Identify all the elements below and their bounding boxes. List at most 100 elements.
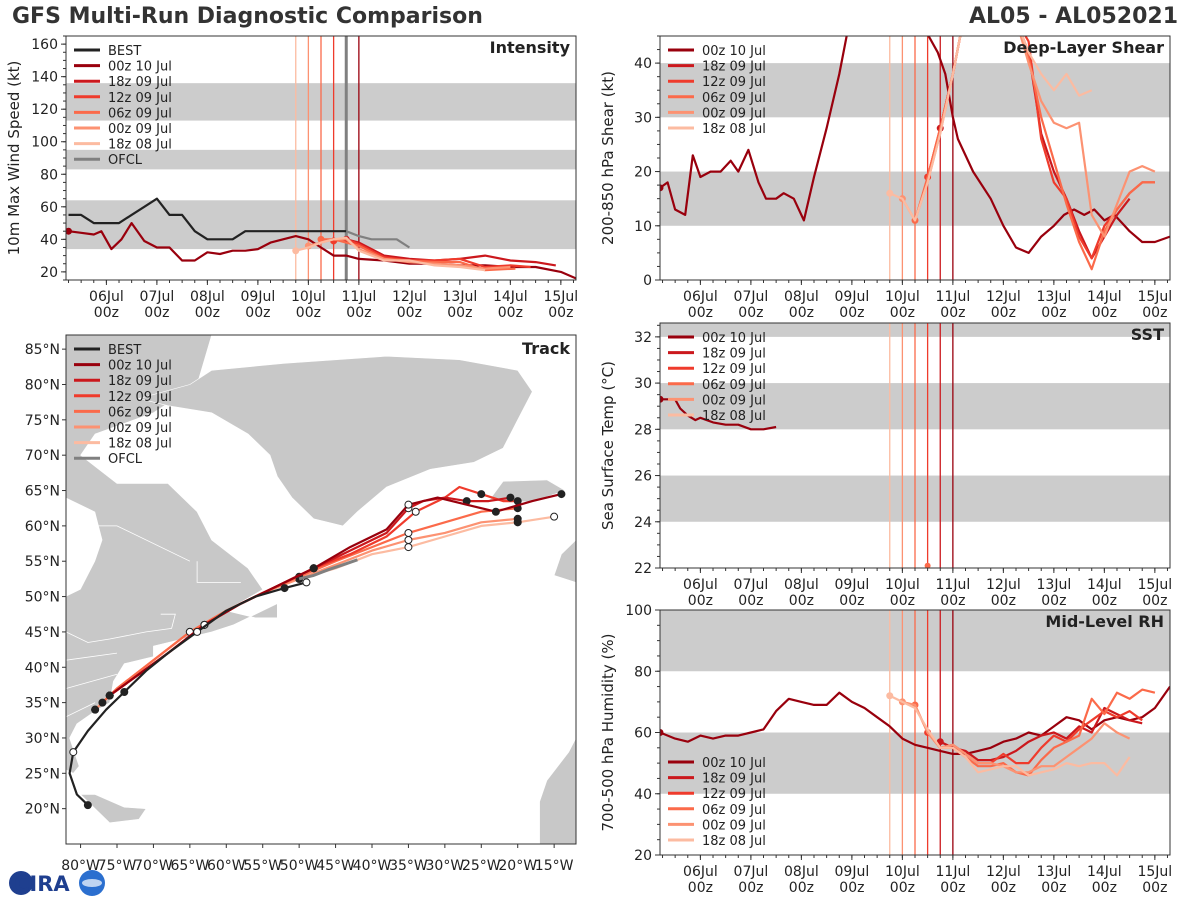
intensity-legend-label: BEST bbox=[108, 44, 141, 59]
sst-marker bbox=[924, 562, 931, 569]
sst-ytick-label: 32 bbox=[634, 330, 652, 346]
track-lat-label: 25°N bbox=[25, 766, 60, 782]
rh-xtick-label: 12Jul bbox=[986, 864, 1021, 880]
intensity-series-line bbox=[68, 197, 347, 241]
cira-logo-graphic: CIRA bbox=[9, 870, 105, 896]
track-position-marker bbox=[309, 564, 318, 573]
shear-xtick-label: 00z bbox=[688, 305, 713, 321]
sst-xtick-label: 06Jul bbox=[683, 577, 718, 593]
sst-legend-label: 12z 09 Jul bbox=[702, 362, 766, 377]
intensity-xtick-label: 06Jul bbox=[89, 289, 124, 305]
rh-ytick-label: 60 bbox=[634, 726, 652, 742]
shear-xtick-label: 00z bbox=[991, 305, 1016, 321]
shear-series-marker bbox=[660, 184, 664, 192]
track-position-marker bbox=[404, 536, 413, 545]
shear-xtick-label: 11Jul bbox=[936, 289, 971, 305]
intensity-series-group bbox=[66, 197, 576, 280]
track-lat-label: 45°N bbox=[25, 625, 60, 641]
storm-id: AL05 - AL052021 bbox=[969, 4, 1178, 29]
track-lon-label: 80°W bbox=[61, 858, 100, 874]
shear-xtick-label: 06Jul bbox=[683, 289, 718, 305]
sst-xtick-label: 00z bbox=[1092, 593, 1117, 609]
us-canada-border bbox=[66, 613, 176, 643]
rh-ytick-label: 40 bbox=[634, 787, 652, 803]
rh-legend-label: 06z 09 Jul bbox=[702, 803, 766, 818]
rh-ytick-label: 100 bbox=[625, 603, 652, 619]
sst-ytick-label: 30 bbox=[634, 376, 652, 392]
sst-legend-label: 18z 09 Jul bbox=[702, 347, 766, 362]
track-title: Track bbox=[522, 339, 570, 358]
state-border bbox=[66, 673, 118, 689]
rh-series-marker bbox=[660, 729, 664, 736]
intensity-series-marker bbox=[292, 247, 300, 255]
intensity-xtick-label: 15Jul bbox=[543, 289, 578, 305]
rh-series-group bbox=[660, 685, 1170, 777]
sst-series-group bbox=[660, 395, 777, 431]
intensity-xtick-label: 12Jul bbox=[392, 289, 427, 305]
track-lat-label: 70°N bbox=[25, 448, 60, 464]
sst-xtick-label: 10Jul bbox=[885, 577, 920, 593]
intensity-legend-label: 12z 09 Jul bbox=[108, 91, 172, 106]
rh-xtick-label: 06Jul bbox=[683, 864, 718, 880]
state-border bbox=[66, 702, 96, 718]
track-lon-label: 50°W bbox=[280, 858, 319, 874]
track-frame bbox=[65, 334, 577, 845]
shear-legend-label: 12z 09 Jul bbox=[702, 75, 766, 90]
track-line bbox=[298, 558, 358, 581]
track-lat-label: 75°N bbox=[25, 413, 60, 429]
track-position-marker bbox=[83, 801, 92, 810]
intensity-xtick-label: 13Jul bbox=[443, 289, 478, 305]
sst-legend-label: 06z 09 Jul bbox=[702, 378, 766, 393]
rh-xtick-label: 00z bbox=[1092, 880, 1117, 896]
shear-xtick-label: 00z bbox=[1041, 305, 1066, 321]
rh-series-line bbox=[939, 706, 1143, 762]
rh-ylabel: 700-500 hPa Humidity (%) bbox=[599, 633, 617, 831]
rh-xtick-label: 00z bbox=[1041, 880, 1066, 896]
intensity-series-line bbox=[345, 230, 410, 249]
shear-series-line bbox=[660, 36, 1170, 254]
greenland-land bbox=[137, 355, 533, 527]
track-position-marker bbox=[280, 584, 289, 593]
rh-xtick-label: 00z bbox=[738, 880, 763, 896]
track-position-marker bbox=[91, 705, 100, 714]
shear-title: Deep-Layer Shear bbox=[1003, 38, 1164, 57]
sst-series-line bbox=[660, 398, 777, 431]
sst-legend-label: 18z 08 Jul bbox=[702, 409, 766, 424]
shear-legend-label: 00z 10 Jul bbox=[702, 44, 766, 59]
track-lat-label: 30°N bbox=[25, 731, 60, 747]
track-lat-label: 65°N bbox=[25, 484, 60, 500]
shear-series-marker bbox=[886, 189, 894, 197]
rh-legend-label: 18z 09 Jul bbox=[702, 772, 766, 787]
panel-sst: 22242628303206Jul00z07Jul00z08Jul00z09Ju… bbox=[599, 322, 1172, 609]
track-position-marker bbox=[105, 691, 114, 700]
track-lat-label: 85°N bbox=[25, 342, 60, 358]
intensity-legend-label: 18z 09 Jul bbox=[108, 75, 172, 90]
sst-title: SST bbox=[1131, 325, 1164, 344]
track-legend-label: 00z 10 Jul bbox=[108, 359, 172, 374]
sst-xtick-label: 07Jul bbox=[734, 577, 769, 593]
track-legend-label: 18z 09 Jul bbox=[108, 374, 172, 389]
intensity-legend-label: 18z 08 Jul bbox=[108, 138, 172, 153]
sst-xtick-label: 00z bbox=[890, 593, 915, 609]
panel-intensity: 2040608010012014016006Jul00z07Jul00z08Ju… bbox=[5, 35, 578, 321]
shear-xtick-label: 08Jul bbox=[784, 289, 819, 305]
intensity-ytick-label: 120 bbox=[31, 102, 58, 118]
sst-xtick-label: 12Jul bbox=[986, 577, 1021, 593]
sst-xtick-label: 14Jul bbox=[1087, 577, 1122, 593]
sst-xtick-label: 15Jul bbox=[1137, 577, 1172, 593]
sst-xtick-label: 00z bbox=[738, 593, 763, 609]
track-position-marker bbox=[550, 512, 559, 521]
intensity-xtick-label: 00z bbox=[94, 305, 119, 321]
track-position-marker bbox=[404, 528, 413, 537]
track-lon-label: 20°W bbox=[498, 858, 537, 874]
intensity-ytick-label: 40 bbox=[40, 232, 58, 248]
intensity-series-line bbox=[295, 236, 486, 272]
cira-logo-globe-icon bbox=[9, 871, 33, 895]
track-lon-label: 65°W bbox=[171, 858, 210, 874]
track-position-marker bbox=[193, 627, 202, 636]
shear-xtick-label: 10Jul bbox=[885, 289, 920, 305]
sst-xtick-label: 00z bbox=[991, 593, 1016, 609]
track-position-marker bbox=[477, 490, 486, 499]
intensity-xtick-label: 00z bbox=[296, 305, 321, 321]
